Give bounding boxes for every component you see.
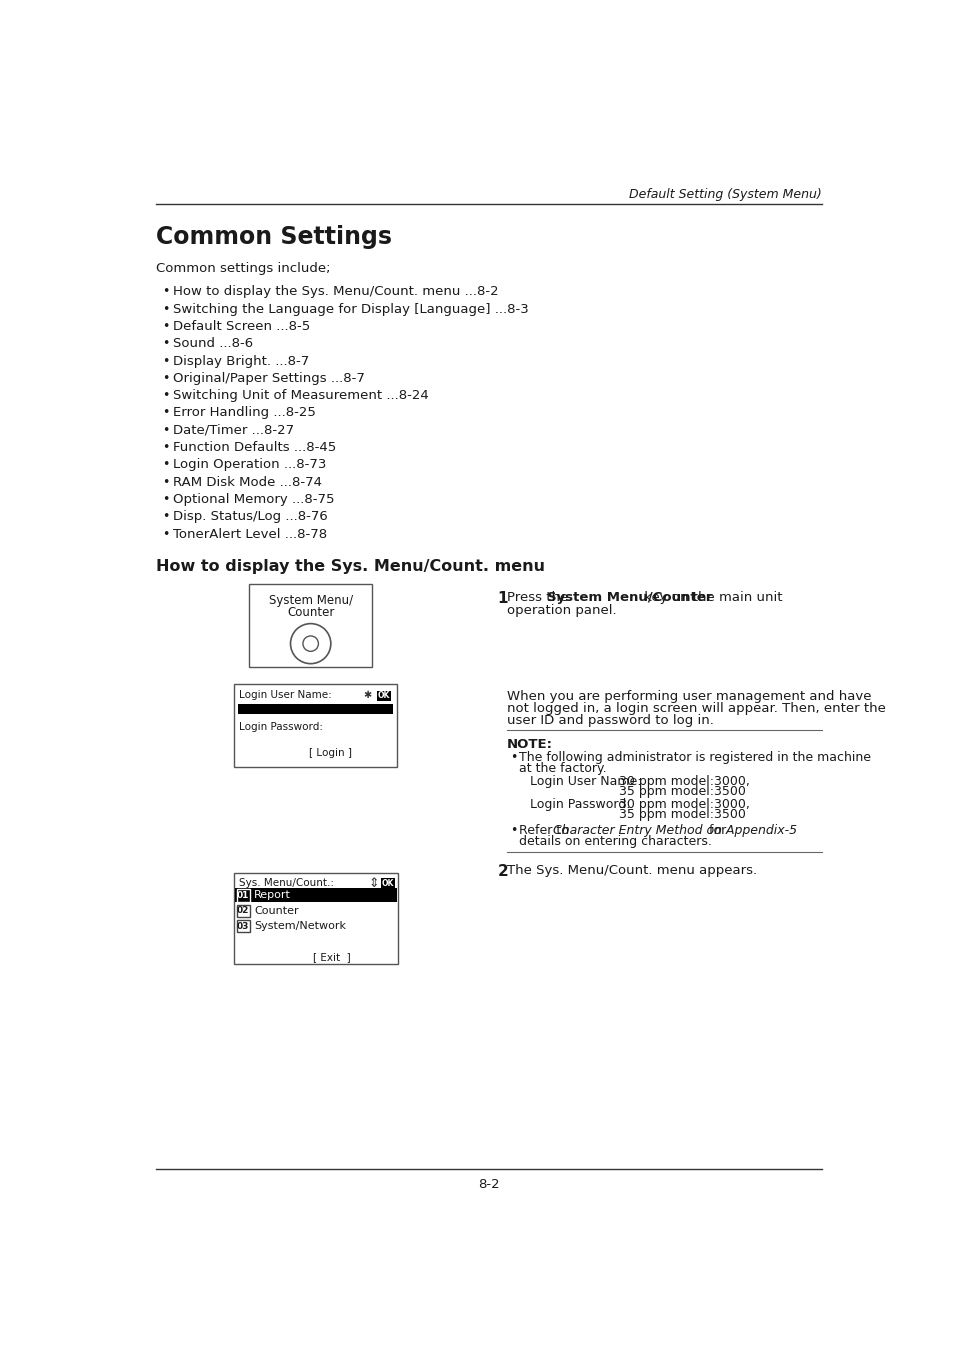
Text: •: •: [162, 475, 169, 489]
Text: System/Network: System/Network: [253, 921, 346, 931]
Text: •: •: [162, 510, 169, 524]
Text: System Menu/: System Menu/: [269, 594, 353, 608]
Text: The Sys. Menu/Count. menu appears.: The Sys. Menu/Count. menu appears.: [506, 864, 756, 878]
Text: Login Password:: Login Password:: [530, 798, 630, 810]
Text: •: •: [162, 355, 169, 367]
Text: Report: Report: [253, 891, 291, 900]
Text: Function Defaults ...8-45: Function Defaults ...8-45: [172, 441, 335, 454]
FancyBboxPatch shape: [234, 888, 397, 902]
Text: Date/Timer ...8-27: Date/Timer ...8-27: [172, 424, 294, 437]
Text: •: •: [162, 459, 169, 471]
FancyBboxPatch shape: [237, 703, 393, 714]
Text: Disp. Status/Log ...8-76: Disp. Status/Log ...8-76: [172, 510, 327, 524]
Text: Counter: Counter: [253, 906, 298, 915]
Text: Default Screen ...8-5: Default Screen ...8-5: [172, 320, 310, 333]
Text: Optional Memory ...8-75: Optional Memory ...8-75: [172, 493, 334, 506]
Text: Switching Unit of Measurement ...8-24: Switching Unit of Measurement ...8-24: [172, 389, 428, 402]
FancyBboxPatch shape: [233, 873, 397, 964]
Text: How to display the Sys. Menu/Count. menu: How to display the Sys. Menu/Count. menu: [155, 559, 544, 574]
Text: Login User Name:: Login User Name:: [239, 690, 332, 701]
FancyBboxPatch shape: [381, 879, 395, 888]
Text: 30 ppm model:3000,: 30 ppm model:3000,: [618, 798, 749, 810]
Text: not logged in, a login screen will appear. Then, enter the: not logged in, a login screen will appea…: [506, 702, 884, 716]
Text: Switching the Language for Display [Language] ...8-3: Switching the Language for Display [Lang…: [172, 302, 528, 316]
Text: •: •: [162, 285, 169, 298]
Text: ⇕: ⇕: [368, 876, 378, 890]
Text: Login User Name:: Login User Name:: [530, 775, 640, 787]
Text: •: •: [162, 389, 169, 402]
Text: NOTE:: NOTE:: [506, 737, 552, 751]
Text: Refer to: Refer to: [518, 824, 573, 837]
Text: user ID and password to log in.: user ID and password to log in.: [506, 714, 713, 728]
Text: Sound ...8-6: Sound ...8-6: [172, 338, 253, 350]
Text: OK: OK: [381, 879, 394, 888]
Text: 35 ppm model:3500: 35 ppm model:3500: [618, 786, 745, 798]
FancyBboxPatch shape: [236, 921, 250, 933]
Text: The following administrator is registered in the machine: The following administrator is registere…: [518, 752, 870, 764]
Text: System Menu/Counter: System Menu/Counter: [546, 591, 712, 605]
Text: 03: 03: [236, 922, 249, 930]
Text: Character Entry Method on Appendix-5: Character Entry Method on Appendix-5: [553, 824, 797, 837]
Text: Common Settings: Common Settings: [155, 225, 392, 250]
FancyBboxPatch shape: [236, 890, 250, 902]
Text: [ Exit  ]: [ Exit ]: [313, 952, 350, 963]
Text: RAM Disk Mode ...8-74: RAM Disk Mode ...8-74: [172, 475, 321, 489]
FancyBboxPatch shape: [249, 583, 372, 667]
Text: •: •: [162, 441, 169, 454]
Text: 02: 02: [236, 906, 249, 915]
Text: [ Login ]: [ Login ]: [309, 748, 352, 757]
Text: key on the main unit: key on the main unit: [639, 591, 781, 605]
Text: •: •: [162, 320, 169, 333]
Text: 1: 1: [497, 591, 507, 606]
Text: 01: 01: [236, 891, 249, 900]
Text: Common settings include;: Common settings include;: [155, 262, 330, 275]
FancyBboxPatch shape: [376, 691, 391, 701]
FancyBboxPatch shape: [233, 683, 396, 767]
Text: OK: OK: [377, 691, 390, 701]
Text: 35 ppm model:3500: 35 ppm model:3500: [618, 809, 745, 821]
Text: Sys. Menu/Count.:: Sys. Menu/Count.:: [238, 878, 334, 888]
Text: Error Handling ...8-25: Error Handling ...8-25: [172, 406, 315, 420]
Text: Original/Paper Settings ...8-7: Original/Paper Settings ...8-7: [172, 371, 364, 385]
Text: •: •: [509, 824, 517, 837]
Text: Display Bright. ...8-7: Display Bright. ...8-7: [172, 355, 309, 367]
Text: Default Setting (System Menu): Default Setting (System Menu): [629, 188, 821, 201]
Text: How to display the Sys. Menu/Count. menu ...8-2: How to display the Sys. Menu/Count. menu…: [172, 285, 497, 298]
Text: 30 ppm model:3000,: 30 ppm model:3000,: [618, 775, 749, 787]
Text: ✱: ✱: [363, 690, 371, 701]
Text: 2: 2: [497, 864, 508, 879]
Text: for: for: [704, 824, 725, 837]
Text: •: •: [162, 528, 169, 541]
Text: When you are performing user management and have: When you are performing user management …: [506, 690, 870, 703]
Text: details on entering characters.: details on entering characters.: [518, 834, 711, 848]
Text: •: •: [162, 493, 169, 506]
Text: •: •: [162, 371, 169, 385]
Text: •: •: [509, 752, 517, 764]
Text: Login Operation ...8-73: Login Operation ...8-73: [172, 459, 326, 471]
Text: •: •: [162, 406, 169, 420]
FancyBboxPatch shape: [236, 904, 250, 917]
Text: Login Password:: Login Password:: [239, 722, 323, 732]
Text: operation panel.: operation panel.: [506, 603, 616, 617]
Text: at the factory.: at the factory.: [518, 763, 606, 775]
Text: •: •: [162, 338, 169, 350]
Text: Press the: Press the: [506, 591, 572, 605]
Text: •: •: [162, 302, 169, 316]
Text: •: •: [162, 424, 169, 437]
Text: Counter: Counter: [287, 606, 334, 618]
Text: 8-2: 8-2: [477, 1179, 499, 1191]
Text: TonerAlert Level ...8-78: TonerAlert Level ...8-78: [172, 528, 327, 541]
